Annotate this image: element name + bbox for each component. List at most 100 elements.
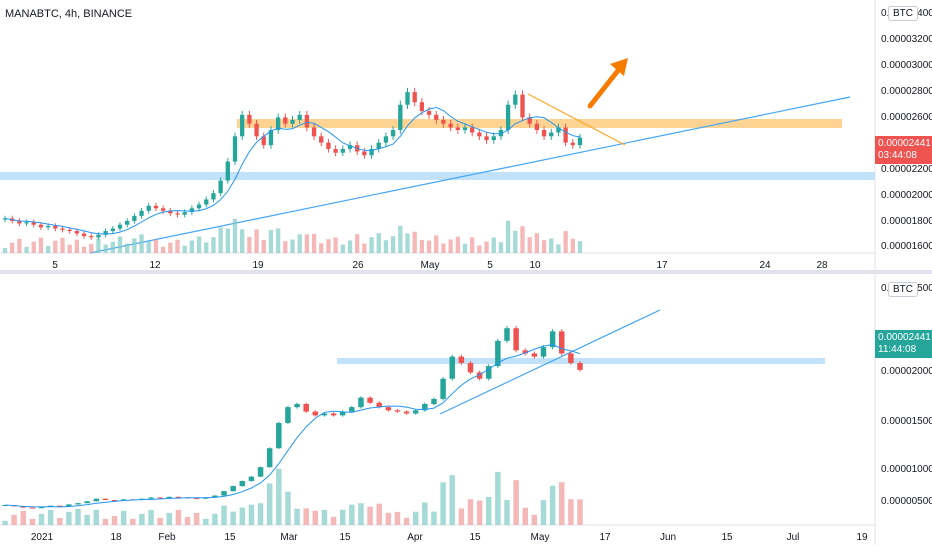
candle-body xyxy=(513,94,518,105)
candle-body xyxy=(303,404,309,412)
volume-bar xyxy=(495,471,501,525)
candle-body xyxy=(31,222,36,225)
x-tick-label: 17 xyxy=(599,532,611,543)
volume-bar xyxy=(232,218,238,253)
x-tick-label: 24 xyxy=(759,260,771,270)
volume-bar xyxy=(257,503,264,525)
x-tick-label: 5 xyxy=(52,260,58,270)
volume-bar xyxy=(74,239,80,253)
candle-body xyxy=(440,378,446,399)
candle-body xyxy=(254,123,259,137)
volume-bar xyxy=(60,237,65,253)
top-chart-canvas[interactable]: 0.000034000.000032000.000030000.00002800… xyxy=(0,0,932,273)
volume-bar xyxy=(403,517,410,525)
volume-bar xyxy=(304,234,310,253)
volume-bar xyxy=(419,239,425,253)
candle-body xyxy=(358,397,364,408)
candle-body xyxy=(276,422,282,449)
bottom-chart-pane[interactable]: 0.000035000.000020000.000015000.00001000… xyxy=(0,274,932,550)
candle-body xyxy=(498,130,504,137)
volume-bar xyxy=(513,480,519,525)
x-tick-label: May xyxy=(421,260,440,270)
candle-body xyxy=(531,353,538,357)
volume-bar xyxy=(182,245,187,253)
candle-body xyxy=(153,205,159,209)
candle-body xyxy=(17,220,22,224)
candle-body xyxy=(175,496,182,498)
volume-bar xyxy=(570,238,575,253)
candle-body xyxy=(45,226,51,228)
candle-body xyxy=(89,236,94,238)
candle-body xyxy=(294,404,300,408)
volume-bar xyxy=(568,499,574,525)
volume-bar xyxy=(2,520,8,525)
volume-bar xyxy=(376,233,381,253)
volume-bar xyxy=(67,244,72,253)
volume-bar xyxy=(166,512,173,525)
volume-bar xyxy=(297,234,302,253)
x-tick-label: Jun xyxy=(660,532,676,543)
volume-bar xyxy=(168,242,173,253)
volume-bar xyxy=(527,237,532,253)
candle-body xyxy=(67,229,72,232)
volume-bar xyxy=(290,239,295,253)
candle-body xyxy=(559,331,565,354)
candle-body xyxy=(477,132,482,137)
volume-bar xyxy=(303,508,309,525)
volume-bar xyxy=(204,242,209,253)
candle-body xyxy=(168,210,173,214)
resistance-zone xyxy=(237,119,842,128)
volume-bar xyxy=(434,235,439,253)
volume-bar xyxy=(340,244,345,253)
volume-bar xyxy=(441,243,446,253)
candle-body xyxy=(412,92,417,103)
top-chart-pane[interactable]: 0.000034000.000032000.000030000.00002800… xyxy=(0,0,932,273)
candle-body xyxy=(376,402,382,408)
moving-average-line xyxy=(4,344,581,508)
ascending-trendline xyxy=(89,96,851,254)
volume-bar xyxy=(139,234,144,253)
volume-bar xyxy=(275,228,281,253)
volume-bar xyxy=(117,236,123,253)
volume-bar xyxy=(549,238,554,253)
support-zone xyxy=(0,172,875,180)
volume-bar xyxy=(362,243,367,253)
candle-body xyxy=(376,142,381,149)
candle-body xyxy=(139,210,144,216)
candle-body xyxy=(196,204,202,209)
candle-body xyxy=(405,92,410,105)
candle-body xyxy=(491,136,496,141)
currency-label-bottom[interactable]: BTC xyxy=(888,282,918,297)
volume-bar xyxy=(412,511,419,525)
volume-bar xyxy=(556,244,561,253)
x-tick-label: Apr xyxy=(407,532,423,543)
x-tick-label: Jul xyxy=(787,532,800,543)
pane-divider[interactable] xyxy=(0,270,932,274)
candle-body xyxy=(577,137,583,146)
volume-bar xyxy=(193,512,200,525)
volume-bar xyxy=(540,500,547,525)
projection-arrow-shaft xyxy=(587,65,623,109)
volume-bar xyxy=(184,516,191,525)
candle-body xyxy=(225,161,230,181)
volume-bar xyxy=(312,510,319,525)
candle-body xyxy=(321,413,328,416)
candle-body xyxy=(527,117,532,124)
currency-label-top[interactable]: BTC xyxy=(888,6,918,21)
volume-bar xyxy=(549,485,556,525)
volume-bar xyxy=(45,245,51,253)
volume-bar xyxy=(426,240,432,253)
volume-bar xyxy=(412,231,417,253)
candle-body xyxy=(261,136,266,146)
candle-body xyxy=(193,498,200,500)
volume-bar xyxy=(24,246,29,253)
candle-body xyxy=(297,114,302,120)
candle-body xyxy=(290,119,295,124)
volume-bar xyxy=(89,243,94,253)
candle-body xyxy=(403,411,410,414)
candle-body xyxy=(462,127,468,130)
bottom-chart-canvas[interactable]: 0.000035000.000020000.000015000.00001000… xyxy=(0,274,932,550)
candle-body xyxy=(330,413,337,416)
candle-body xyxy=(239,481,246,487)
volume-bar xyxy=(103,244,108,253)
